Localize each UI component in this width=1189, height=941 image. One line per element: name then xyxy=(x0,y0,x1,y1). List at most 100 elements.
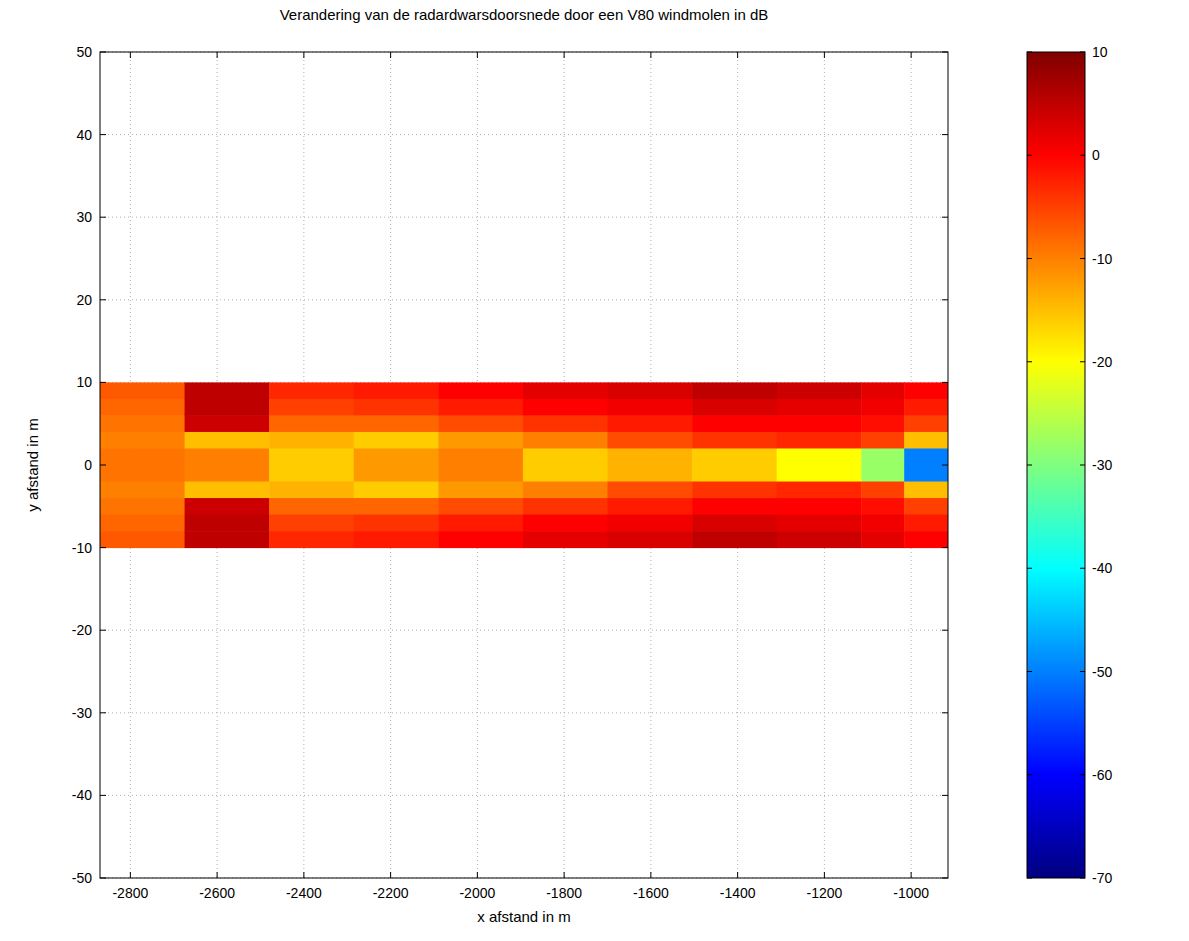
heatmap-cell xyxy=(523,515,608,532)
colorbar-tick xyxy=(1080,774,1085,775)
y-tick-label: 50 xyxy=(76,44,92,60)
heatmap-cell xyxy=(523,498,608,515)
heatmap-cell xyxy=(692,382,777,399)
x-tick-label: -2800 xyxy=(112,885,148,901)
heatmap-cell xyxy=(523,465,608,482)
colorbar-tick xyxy=(1027,568,1032,569)
heatmap-cell xyxy=(904,482,948,499)
x-tick xyxy=(390,872,391,878)
colorbar-tick xyxy=(1080,878,1085,879)
y-tick xyxy=(100,217,106,218)
y-tick-label: -30 xyxy=(72,705,92,721)
heatmap-cell xyxy=(185,382,270,399)
colorbar-tick-label: 0 xyxy=(1092,147,1100,163)
heatmap-cell xyxy=(185,399,270,416)
heatmap-cell xyxy=(904,515,948,532)
heatmap-cell xyxy=(438,498,523,515)
heatmap-cell xyxy=(354,415,439,432)
heatmap-cell xyxy=(269,531,354,548)
x-tick-label: -2000 xyxy=(459,885,495,901)
y-tick-label: -50 xyxy=(72,870,92,886)
heatmap-cell xyxy=(269,482,354,499)
x-tick xyxy=(911,872,912,878)
x-tick xyxy=(390,52,391,58)
heatmap-cell xyxy=(861,465,904,482)
y-tick xyxy=(100,299,106,300)
heatmap-cell xyxy=(904,465,948,482)
heatmap-cell xyxy=(269,399,354,416)
x-tick xyxy=(737,872,738,878)
y-tick-label: -40 xyxy=(72,787,92,803)
heatmap-cell xyxy=(100,399,185,416)
y-tick xyxy=(942,878,948,879)
heatmap-cell xyxy=(269,448,354,465)
x-tick xyxy=(217,52,218,58)
x-tick xyxy=(737,52,738,58)
heatmap-cell xyxy=(777,415,862,432)
heatmap-cell xyxy=(607,448,692,465)
colorbar-tick xyxy=(1027,155,1032,156)
heatmap-cell xyxy=(607,415,692,432)
heatmap-cell xyxy=(438,382,523,399)
x-tick-label: -1000 xyxy=(893,885,929,901)
heatmap-cell xyxy=(185,465,270,482)
colorbar-tick-label: -20 xyxy=(1092,354,1112,370)
heatmap-cell xyxy=(100,465,185,482)
heatmap-cell xyxy=(354,498,439,515)
heatmap-cell xyxy=(269,498,354,515)
y-tick xyxy=(100,52,106,53)
heatmap-cell xyxy=(100,448,185,465)
y-tick xyxy=(942,299,948,300)
heatmap-cell xyxy=(861,382,904,399)
heatmap-cell xyxy=(269,432,354,449)
heatmap-cell xyxy=(523,415,608,432)
colorbar-tick xyxy=(1080,671,1085,672)
heatmap-cell xyxy=(438,448,523,465)
heatmap-cell xyxy=(692,448,777,465)
y-tick xyxy=(100,630,106,631)
heatmap-cell xyxy=(692,531,777,548)
title: Verandering van de radardwarsdoorsnede d… xyxy=(280,6,769,23)
heatmap-cell xyxy=(607,482,692,499)
colorbar-ticks: -70-60-50-40-30-20-10010 xyxy=(1027,44,1112,886)
heatmap-cell xyxy=(354,465,439,482)
x-tick xyxy=(824,872,825,878)
heatmap-cell xyxy=(861,432,904,449)
heatmap-cell xyxy=(354,432,439,449)
heatmap-cell xyxy=(269,465,354,482)
heatmap-cell xyxy=(904,498,948,515)
y-tick-label: 40 xyxy=(76,127,92,143)
heatmap-cell xyxy=(904,531,948,548)
y-tick xyxy=(100,712,106,713)
plot-frame xyxy=(100,52,948,878)
colorbar-tick xyxy=(1080,52,1085,53)
grid-line xyxy=(100,299,948,300)
heatmap-cell xyxy=(607,399,692,416)
heatmap-cell xyxy=(692,515,777,532)
x-tick xyxy=(477,872,478,878)
heatmap-cell xyxy=(438,432,523,449)
heatmap-cell xyxy=(100,515,185,532)
heatmap-cell xyxy=(100,531,185,548)
heatmap-cell xyxy=(100,482,185,499)
heatmap-cell xyxy=(100,432,185,449)
heatmap-cell xyxy=(438,531,523,548)
colorbar xyxy=(1027,52,1085,878)
heatmap-cell xyxy=(777,531,862,548)
y-tick-label: -20 xyxy=(72,622,92,638)
heatmap-cell xyxy=(269,415,354,432)
colorbar-tick xyxy=(1080,361,1085,362)
y-tick xyxy=(942,382,948,383)
y-tick xyxy=(100,878,106,879)
y-tick xyxy=(942,630,948,631)
colorbar-tick-label: -50 xyxy=(1092,664,1112,680)
heatmap-cell xyxy=(185,448,270,465)
heatmap-cell xyxy=(100,382,185,399)
colorbar-tick xyxy=(1080,568,1085,569)
heatmap-cell xyxy=(904,415,948,432)
heatmap-cell xyxy=(777,515,862,532)
grid-line xyxy=(100,795,948,796)
colorbar-tick xyxy=(1027,465,1032,466)
y-tick xyxy=(942,795,948,796)
x-tick-label: -2400 xyxy=(286,885,322,901)
